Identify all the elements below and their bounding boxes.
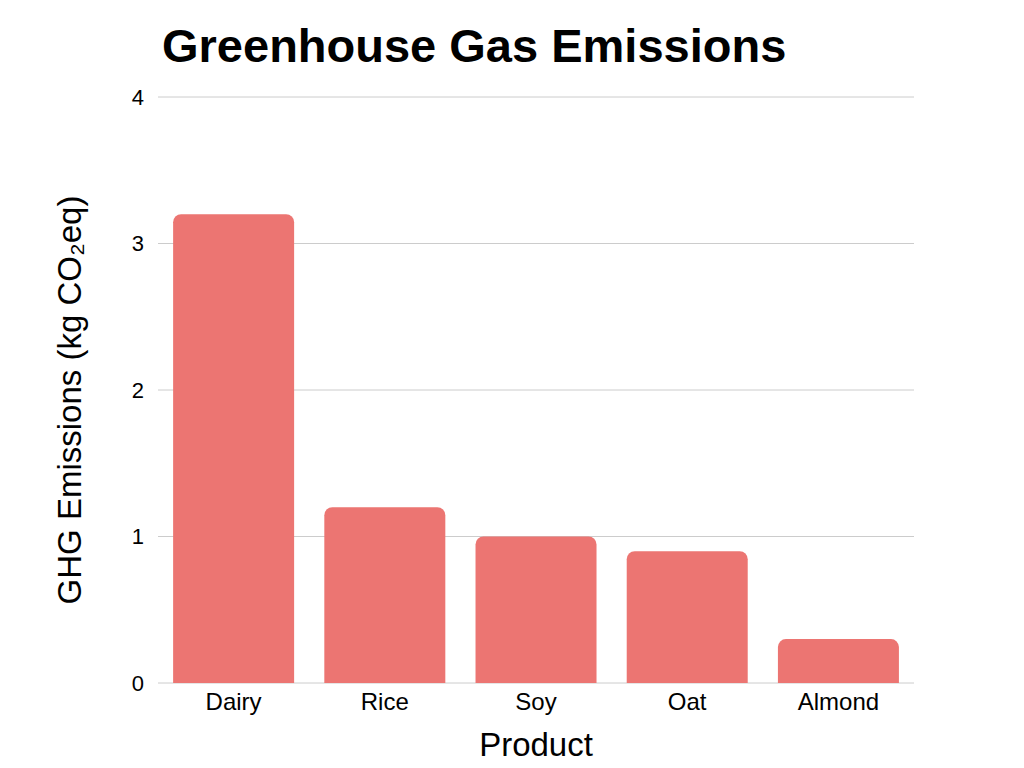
svg-text:Product: Product	[479, 726, 593, 763]
svg-text:1: 1	[132, 524, 144, 549]
svg-text:Soy: Soy	[515, 688, 556, 715]
html-text:Greenhouse Gas Emissions: Greenhouse Gas Emissions	[162, 19, 787, 72]
svg-text:4: 4	[132, 85, 144, 110]
svg-text:Rice: Rice	[361, 688, 409, 715]
svg-text:Almond: Almond	[798, 688, 879, 715]
svg-text:Dairy: Dairy	[206, 688, 262, 715]
svg-text:Oat: Oat	[668, 688, 707, 715]
svg-text:3: 3	[132, 231, 144, 256]
svg-text:0: 0	[132, 671, 144, 696]
html-text:GHG Emissions (kg CO₂eq): GHG Emissions (kg CO₂eq)	[51, 195, 88, 605]
svg-text:2: 2	[132, 378, 144, 403]
